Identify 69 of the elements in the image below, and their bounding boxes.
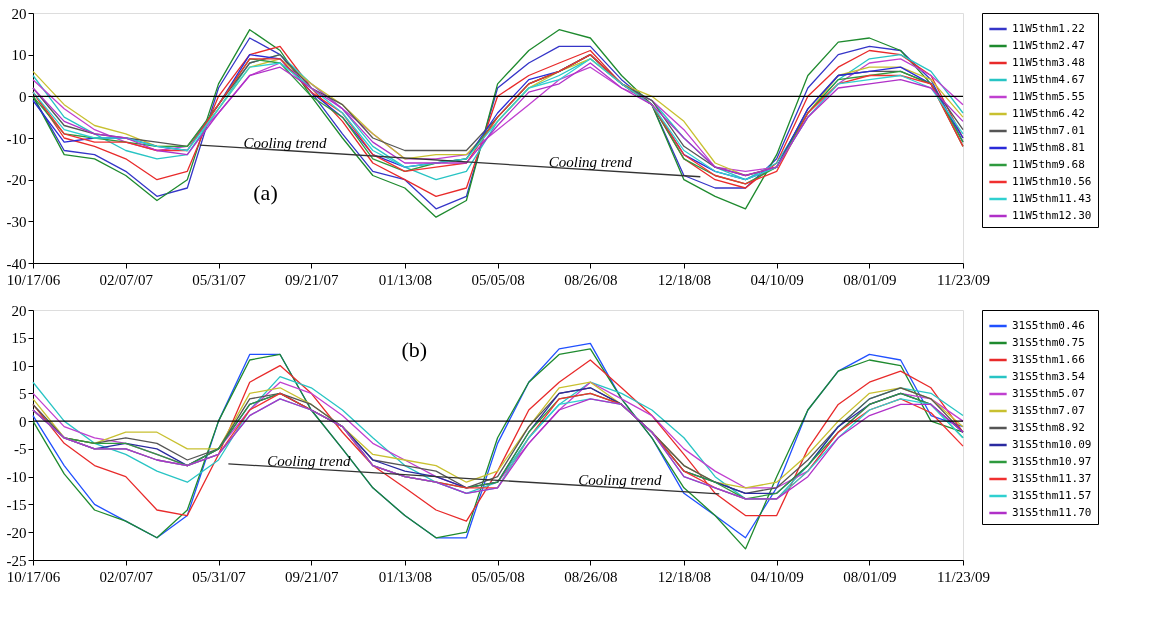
annotation: (a) [253, 180, 278, 205]
y-tick-label: -5 [14, 441, 27, 458]
legend-label: 31S5thm0.75 [1012, 336, 1085, 349]
legend-label: 11W5thm10.56 [1012, 175, 1092, 188]
x-tick-label: 08/01/09 [843, 271, 897, 288]
x-tick-label: 05/05/08 [471, 568, 525, 585]
x-tick-label: 08/26/08 [564, 271, 618, 288]
legend-label: 31S5thm3.54 [1012, 370, 1086, 383]
legend-label: 11W5thm3.48 [1012, 56, 1085, 69]
annotation: Cooling trend [243, 134, 328, 151]
annotation: Cooling trend [267, 452, 351, 469]
legend-label: 31S5thm1.66 [1012, 353, 1085, 366]
x-tick-label: 02/07/07 [99, 568, 154, 585]
legend-label: 11W5thm4.67 [1012, 73, 1085, 86]
legend-label: 11W5thm9.68 [1012, 158, 1085, 171]
legend-label: 31S5thm5.07 [1012, 387, 1085, 400]
legend-label: 11W5thm5.55 [1012, 90, 1085, 103]
x-tick-label: 12/18/08 [657, 271, 712, 288]
x-tick-label: 04/10/09 [750, 271, 804, 288]
legend-label: 11W5thm7.01 [1012, 124, 1085, 137]
x-tick-label: 12/18/08 [657, 568, 712, 585]
y-tick-label: 0 [19, 88, 27, 105]
y-tick-label: 10 [11, 358, 27, 375]
x-tick-label: 01/13/08 [378, 271, 433, 288]
legend-label: 11W5thm12.30 [1012, 209, 1092, 222]
legend-label: 31S5thm10.09 [1012, 438, 1092, 451]
x-tick-label: 11/23/09 [937, 568, 990, 585]
y-tick-label: 5 [19, 385, 27, 402]
x-tick-label: 05/05/08 [471, 271, 525, 288]
x-tick-label: 08/26/08 [564, 568, 618, 585]
y-tick-label: -20 [6, 172, 27, 189]
y-tick-label: -15 [6, 496, 27, 513]
legend-label: 31S5thm0.46 [1012, 319, 1085, 332]
y-tick-label: 10 [11, 47, 27, 64]
y-tick-label: 0 [19, 413, 27, 430]
legend-label: 11W5thm11.43 [1012, 192, 1092, 205]
annotation: Cooling trend [548, 153, 633, 170]
x-tick-label: 02/07/07 [99, 271, 154, 288]
legend-label: 31S5thm7.07 [1012, 404, 1085, 417]
y-tick-label: -10 [6, 130, 27, 147]
legend-label: 31S5thm11.37 [1012, 472, 1092, 485]
x-tick-label: 05/31/07 [192, 568, 247, 585]
y-tick-label: 15 [11, 330, 27, 347]
legend-label: 11W5thm6.42 [1012, 107, 1085, 120]
annotation: (b) [401, 337, 428, 362]
legend-label: 31S5thm8.92 [1012, 421, 1085, 434]
y-tick-label: 20 [11, 302, 27, 319]
legend-label: 11W5thm2.47 [1012, 39, 1085, 52]
y-tick-label: -10 [6, 469, 27, 486]
x-tick-label: 04/10/09 [750, 568, 804, 585]
y-tick-label: 20 [11, 5, 27, 22]
y-tick-label: -20 [6, 524, 27, 541]
legend-label: 31S5thm11.70 [1012, 506, 1092, 519]
legend-label: 11W5thm1.22 [1012, 22, 1085, 35]
y-tick-label: -40 [6, 255, 27, 272]
x-tick-label: 10/17/06 [6, 568, 61, 585]
x-tick-label: 01/13/08 [378, 568, 433, 585]
x-tick-label: 11/23/09 [937, 271, 990, 288]
x-tick-label: 09/21/07 [285, 568, 339, 585]
x-tick-label: 10/17/06 [6, 271, 61, 288]
y-tick-label: -30 [6, 213, 27, 230]
legend-label: 31S5thm10.97 [1012, 455, 1092, 468]
x-tick-label: 05/31/07 [192, 271, 247, 288]
annotation: Cooling trend [578, 471, 662, 488]
legend-label: 31S5thm11.57 [1012, 489, 1092, 502]
y-tick-label: -25 [6, 552, 27, 569]
x-tick-label: 09/21/07 [285, 271, 339, 288]
x-tick-label: 08/01/09 [843, 568, 897, 585]
legend-label: 11W5thm8.81 [1012, 141, 1085, 154]
